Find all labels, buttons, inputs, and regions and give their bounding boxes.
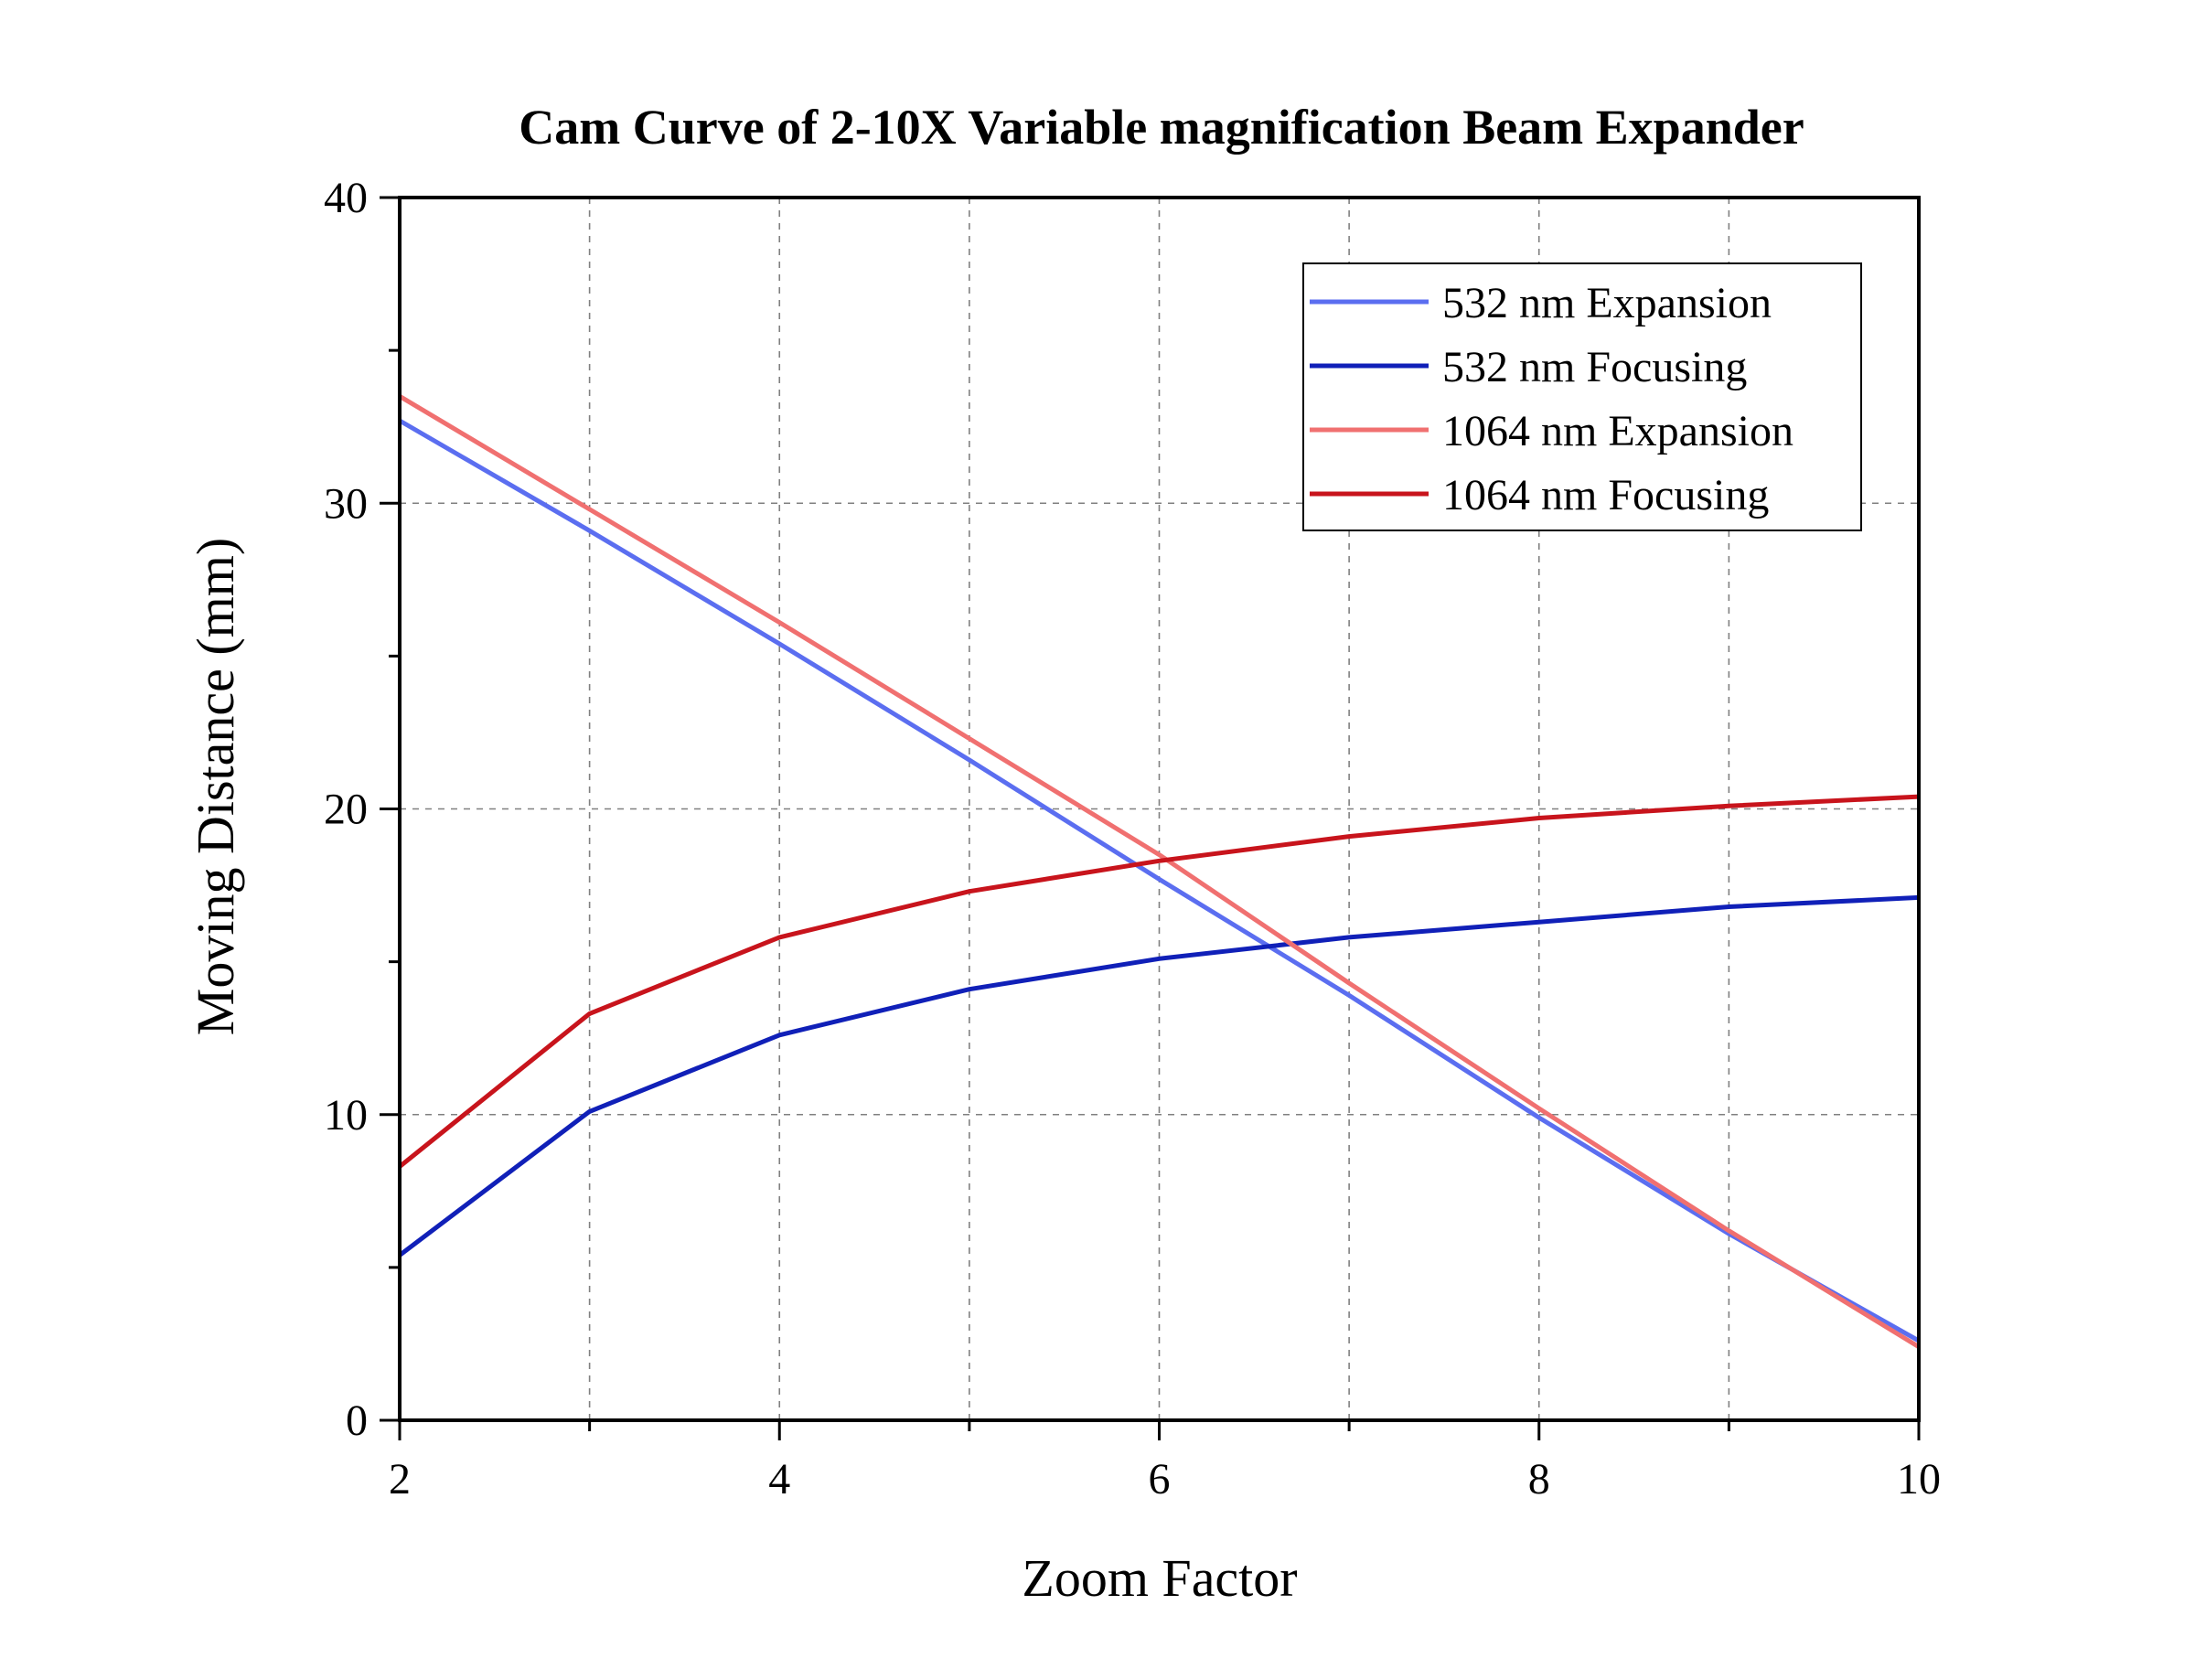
y-tick-label: 10 xyxy=(324,1091,368,1140)
series-line-532-nm-focusing xyxy=(398,894,1920,1257)
series-lines xyxy=(398,394,1921,1349)
x-tick-label: 10 xyxy=(1897,1455,1941,1503)
legend-box xyxy=(1302,262,1862,531)
y-tick-label: 20 xyxy=(324,786,368,834)
y-tick-label: 30 xyxy=(324,479,368,528)
grid xyxy=(400,198,1919,1420)
chart-title: Cam Curve of 2-10X Variable magnificatio… xyxy=(519,100,1804,155)
legend-label: 532 nm Expansion xyxy=(1442,279,1772,327)
x-axis-title: Zoom Factor xyxy=(1022,1548,1297,1608)
legend: 532 nm Expansion 532 nm Focusing 1064 nm E… xyxy=(1302,262,1862,531)
x-tick-label: 2 xyxy=(389,1455,411,1503)
series-line-1064-nm-focusing xyxy=(398,794,1920,1169)
x-tick-label: 8 xyxy=(1528,1455,1550,1503)
x-tick-label: 4 xyxy=(768,1455,790,1503)
y-tick-label: 40 xyxy=(324,174,368,222)
axis-ticks: 2 4 6 8 10 0 10 20 30 40 xyxy=(324,174,1941,1503)
legend-label: 532 nm Focusing xyxy=(1442,343,1747,391)
legend-label: 1064 nm Focusing xyxy=(1442,471,1769,519)
x-tick-label: 6 xyxy=(1149,1455,1171,1503)
y-tick-label: 0 xyxy=(346,1396,368,1445)
series-line-1064-nm-expansion xyxy=(398,394,1921,1349)
y-axis-title: Moving Distance (mm) xyxy=(186,538,245,1035)
legend-label: 1064 nm Expansion xyxy=(1442,407,1793,455)
series-line-532-nm-expansion xyxy=(398,418,1921,1343)
